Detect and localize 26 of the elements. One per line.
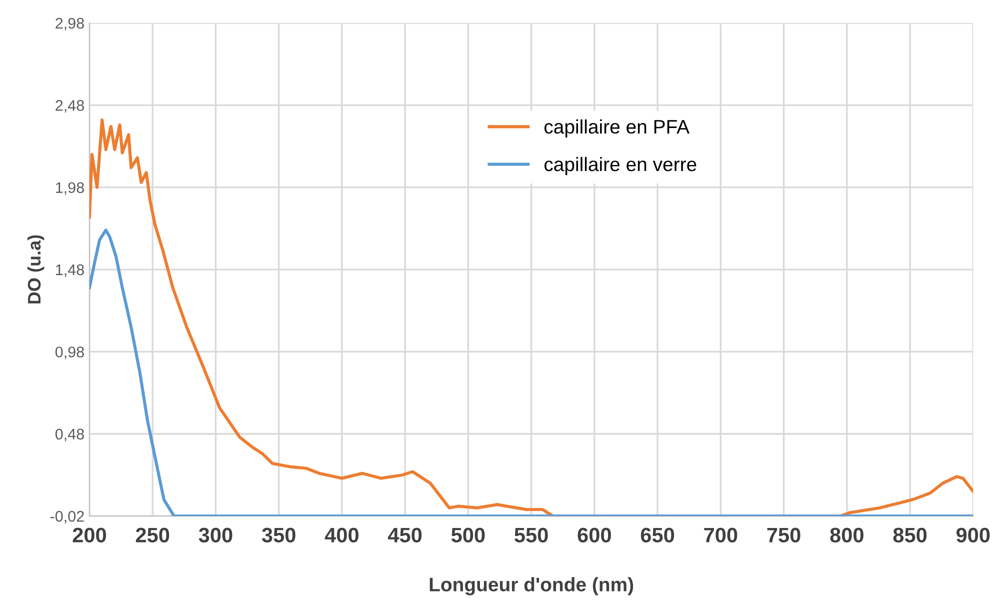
y-tick-label: 2,48 (56, 100, 84, 113)
x-tick-label: 500 (451, 528, 485, 542)
x-tick-label: 200 (72, 528, 106, 542)
x-tick-label: 700 (704, 528, 738, 542)
x-tick-label: 350 (262, 528, 296, 543)
y-tick-label: 1,98 (56, 182, 84, 195)
x-tick-label: 550 (514, 528, 548, 542)
x-tick-label: 400 (324, 528, 358, 542)
y-tick-label: 1,48 (56, 264, 84, 278)
x-tick-label: 750 (767, 528, 800, 542)
y-axis-title: DO (u.a) (27, 235, 44, 304)
x-tick-label: 450 (388, 528, 422, 542)
x-tick-label: 300 (198, 528, 232, 543)
x-tick-label: 600 (578, 528, 611, 542)
y-tick-label: 0,98 (55, 346, 84, 360)
legend-label: capillaire en PFA (544, 119, 690, 138)
y-tick-label: -0,02 (50, 510, 84, 524)
y-tick-label: 0,48 (55, 428, 84, 442)
x-axis-title: Longueur d'onde (nm) (430, 577, 634, 596)
x-tick-label: 900 (956, 528, 990, 542)
y-tick-label: 2,98 (56, 18, 84, 30)
x-tick-label: 250 (136, 528, 170, 542)
legend-label: capillaire en verre (544, 156, 696, 176)
x-tick-label: 850 (893, 528, 927, 542)
x-tick-label: 800 (830, 528, 864, 542)
x-tick-label: 650 (640, 528, 674, 542)
